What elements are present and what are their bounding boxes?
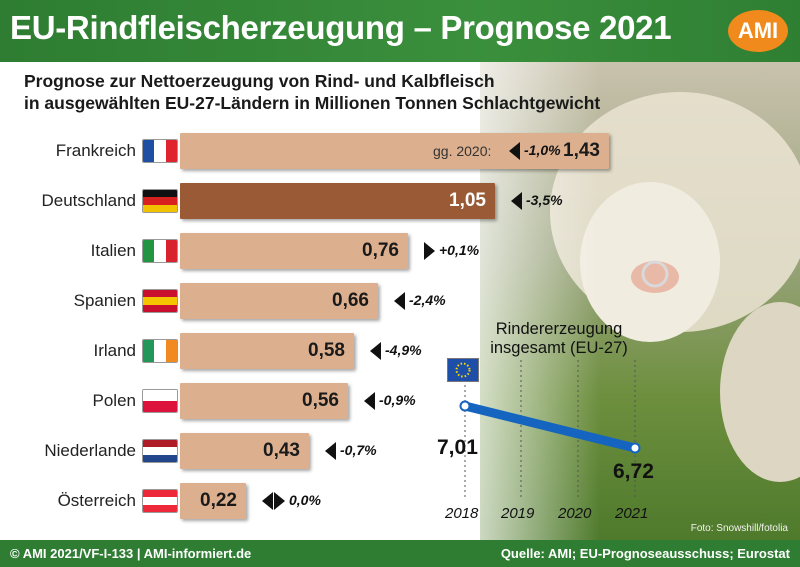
value-label-italien: 0,76 xyxy=(362,240,399,261)
category-label-polen: Polen xyxy=(92,391,136,410)
x-tick-2019: 2019 xyxy=(501,505,535,522)
change-arrow-left-icon xyxy=(509,142,520,160)
category-label-spanien: Spanien xyxy=(73,291,136,310)
change-arrow-left-icon xyxy=(262,492,273,510)
flag-frankreich-icon xyxy=(142,139,178,163)
flag-spanien-icon xyxy=(142,289,178,313)
change-arrow-left-icon xyxy=(364,392,375,410)
subtitle-line-1: Prognose zur Nettoerzeugung von Rind- un… xyxy=(24,71,495,91)
change-arrow-left-icon xyxy=(325,442,336,460)
header-band: EU-Rindfleischerzeugung – Prognose 2021 … xyxy=(0,0,800,62)
x-tick-2020: 2020 xyxy=(558,505,592,522)
flag-italien-icon xyxy=(142,239,178,263)
change-label-niederlande: -0,7% xyxy=(340,442,377,458)
subtitle-line-2: in ausgewählten EU-27-Ländern in Million… xyxy=(24,93,601,113)
flag-polen-icon xyxy=(142,389,178,413)
bar-irland xyxy=(180,333,354,369)
category-label-deutschland: Deutschland xyxy=(41,191,136,210)
change-arrow-left-icon xyxy=(370,342,381,360)
category-label-irland: Irland xyxy=(93,341,136,360)
flag-irland-icon xyxy=(142,339,178,363)
change-arrow-left-icon xyxy=(511,192,522,210)
flag-österreich-icon xyxy=(142,489,178,513)
change-label-polen: -0,9% xyxy=(379,392,416,408)
bar-spanien xyxy=(180,283,378,319)
page-title: EU-Rindfleischerzeugung – Prognose 2021 xyxy=(10,9,672,46)
reference-label: gg. 2020: xyxy=(433,143,492,159)
category-label-niederlande: Niederlande xyxy=(44,441,136,460)
eu-flag-icon xyxy=(447,358,479,382)
value-label-irland: 0,58 xyxy=(308,340,345,361)
x-tick-2018: 2018 xyxy=(445,505,479,522)
value-label-deutschland: 1,05 xyxy=(449,190,486,211)
bar-frankreich xyxy=(180,133,609,169)
bar-italien xyxy=(180,233,408,269)
bar-deutschland xyxy=(180,183,495,219)
bar-österreich xyxy=(180,483,246,519)
category-label-österreich: Österreich xyxy=(57,491,136,510)
value-label-niederlande: 0,43 xyxy=(263,440,300,461)
data-label-2018: 7,01 xyxy=(437,436,478,459)
photo-credit: Foto: Snowshill/fotolia xyxy=(690,523,788,534)
ami-logo: AMI xyxy=(728,10,788,52)
flag-deutschland-icon xyxy=(142,189,178,213)
category-label-frankreich: Frankreich xyxy=(55,141,136,160)
change-arrow-right-icon xyxy=(424,242,435,260)
change-arrow-right-icon xyxy=(274,492,285,510)
value-label-spanien: 0,66 xyxy=(332,290,369,311)
bar-niederlande xyxy=(180,433,309,469)
change-label-irland: -4,9% xyxy=(385,342,422,358)
chart-subtitle: Prognose zur Nettoerzeugung von Rind- un… xyxy=(24,70,600,114)
data-label-2021: 6,72 xyxy=(613,460,654,483)
bar-polen xyxy=(180,383,348,419)
footer-source: Quelle: AMI; EU-Prognoseausschuss; Euros… xyxy=(500,546,790,561)
inset-title: Rindererzeugung insgesamt (EU-27) xyxy=(490,320,628,357)
eu-stars-icon xyxy=(455,362,471,378)
bull-illustration xyxy=(550,92,800,482)
value-label-polen: 0,56 xyxy=(302,390,339,411)
change-label-deutschland: -3,5% xyxy=(526,192,563,208)
value-label-frankreich: 1,43 xyxy=(563,140,600,161)
change-arrow-left-icon xyxy=(394,292,405,310)
x-tick-2021: 2021 xyxy=(615,505,649,522)
footer-copyright: © AMI 2021/VF-I-133 | AMI-informiert.de xyxy=(10,546,252,561)
category-label-italien: Italien xyxy=(90,241,136,260)
value-label-österreich: 0,22 xyxy=(200,490,237,511)
change-label-italien: +0,1% xyxy=(439,242,480,258)
change-label-österreich: 0,0% xyxy=(289,492,321,508)
flag-niederlande-icon xyxy=(142,439,178,463)
change-label-frankreich: -1,0% xyxy=(524,142,561,158)
change-label-spanien: -2,4% xyxy=(409,292,446,308)
footer-band: © AMI 2021/VF-I-133 | AMI-informiert.de … xyxy=(0,540,800,567)
